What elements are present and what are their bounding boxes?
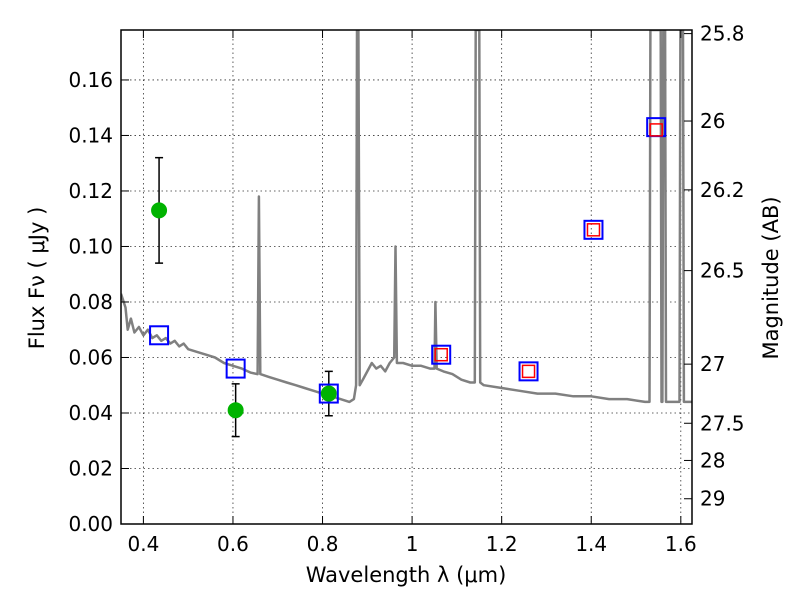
x-tick-label: 1 bbox=[406, 532, 419, 556]
mag-tick-label: 26 bbox=[700, 109, 725, 133]
data-point-square-small bbox=[521, 364, 536, 379]
data-point-square bbox=[318, 383, 339, 404]
x-tick-label: 1.6 bbox=[665, 532, 697, 556]
plot-frame bbox=[120, 29, 693, 525]
y-tick-label: 0.16 bbox=[68, 68, 113, 92]
y-tick-label: 0.06 bbox=[68, 345, 113, 369]
y-tick-label: 0.08 bbox=[68, 290, 113, 314]
plot-layer bbox=[121, 30, 692, 438]
data-point-square bbox=[431, 344, 452, 365]
x-tick-label: 1.2 bbox=[486, 532, 518, 556]
x-tick-label: 0.8 bbox=[307, 532, 339, 556]
data-point-square-small bbox=[434, 347, 448, 362]
x-tick-label: 1.4 bbox=[575, 532, 607, 556]
mag-tick-label: 26.5 bbox=[700, 259, 745, 283]
y-tick-label: 0.00 bbox=[68, 512, 113, 536]
data-point-square bbox=[225, 358, 246, 379]
mag-tick-label: 27 bbox=[700, 352, 725, 376]
data-point-square-small bbox=[586, 223, 601, 237]
y-tick-label: 0.04 bbox=[68, 401, 113, 425]
data-point-square-small bbox=[649, 123, 663, 137]
y-tick-label: 0.10 bbox=[68, 234, 113, 258]
data-point-circle bbox=[320, 385, 337, 402]
data-point-circle bbox=[151, 202, 168, 219]
grid-layer bbox=[121, 30, 692, 525]
data-point-square bbox=[583, 219, 604, 240]
x-tick-label: 0.4 bbox=[127, 532, 159, 556]
y-tick-label: 0.12 bbox=[68, 179, 113, 203]
x-axis-label: Wavelength λ (μm) bbox=[306, 563, 507, 587]
frame-layer: 0.4 0.6 0.8 1 1.2 1.4 1.6 0.00 0.02 0.04 0.06 0.08 0… bbox=[68, 22, 744, 556]
y2-axis-label: Magnitude (AB) bbox=[759, 196, 783, 359]
y-tick-label: 0.02 bbox=[68, 456, 113, 480]
y-axis-label: Flux Fν ( μJy ) bbox=[25, 207, 49, 350]
x-tick-label: 0.6 bbox=[217, 532, 249, 556]
model-spectrum-line bbox=[121, 30, 692, 404]
mag-tick-label: 26.2 bbox=[700, 178, 745, 202]
data-point-square bbox=[518, 361, 539, 382]
y-tick-label: 0.14 bbox=[68, 123, 113, 147]
mag-tick-label: 29 bbox=[700, 487, 725, 511]
data-point-square bbox=[149, 325, 170, 346]
mag-tick-label: 25.8 bbox=[700, 22, 745, 46]
mag-tick-label: 28 bbox=[700, 448, 725, 472]
data-point-circle bbox=[227, 402, 244, 419]
mag-tick-label: 27.5 bbox=[700, 411, 745, 435]
